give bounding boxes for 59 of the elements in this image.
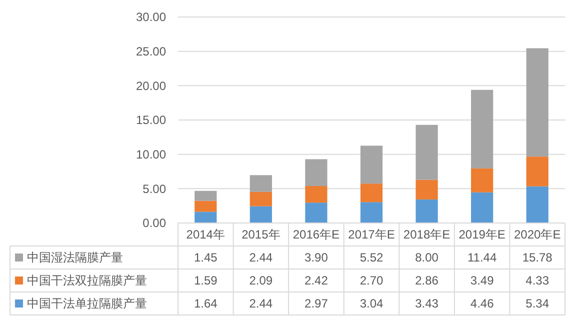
bar	[526, 186, 548, 223]
legend-label: 中国干法单拉隔膜产量	[27, 296, 147, 311]
bar	[471, 192, 494, 223]
x-tick-label: 2014年	[186, 228, 225, 242]
y-tick-label: 10.00	[136, 148, 166, 162]
x-tick-label: 2016年E	[292, 228, 340, 242]
data-label: 2.70	[360, 274, 384, 288]
data-label: 3.43	[415, 296, 439, 311]
bar	[360, 146, 383, 184]
x-tick-label: 2020年E	[514, 228, 561, 242]
legend-label: 中国干法双拉隔膜产量	[27, 274, 147, 288]
bar	[471, 90, 494, 168]
data-label: 5.52	[360, 250, 384, 265]
data-label: 8.00	[415, 250, 439, 265]
data-label: 1.64	[194, 296, 218, 311]
data-label: 4.46	[470, 296, 494, 311]
data-label: 2.86	[415, 274, 439, 288]
bar	[194, 190, 217, 201]
x-tick-label: 2019年E	[458, 228, 506, 242]
data-label: 2.44	[249, 250, 273, 265]
data-label: 2.09	[249, 274, 273, 288]
bar	[471, 168, 494, 192]
data-label: 2.42	[304, 274, 328, 288]
data-label: 3.04	[360, 296, 384, 311]
data-label: 3.90	[304, 250, 328, 265]
data-label: 1.59	[194, 274, 218, 288]
x-tick-label: 2017年E	[348, 228, 395, 242]
x-tick-label: 2015年	[242, 228, 280, 242]
y-tick-label: 25.00	[136, 44, 166, 59]
y-tick-label: 15.00	[136, 113, 166, 128]
bar	[305, 159, 328, 186]
bar	[416, 199, 438, 223]
data-label: 2.44	[249, 296, 273, 311]
x-tick-label: 2018年E	[403, 228, 450, 242]
bar	[305, 186, 328, 203]
bar	[305, 202, 328, 223]
bar	[194, 212, 217, 223]
bar	[526, 48, 548, 157]
legend-label: 中国湿法隔膜产量	[27, 250, 123, 265]
y-tick-label: 0.00	[142, 216, 166, 230]
y-tick-label: 20.00	[136, 78, 166, 93]
y-tick-label: 5.00	[142, 182, 166, 196]
y-tick-label: 30.00	[136, 10, 166, 24]
data-label: 1.45	[194, 250, 218, 265]
bar	[250, 206, 272, 223]
bar	[360, 184, 383, 202]
data-label: 11.44	[468, 250, 497, 265]
data-label: 5.34	[526, 296, 550, 311]
data-label: 4.33	[526, 274, 550, 288]
bar	[194, 200, 217, 212]
data-label: 2.97	[304, 296, 328, 311]
data-label: 15.78	[522, 250, 553, 265]
bar	[416, 124, 438, 180]
bar	[250, 175, 272, 192]
data-label: 3.49	[470, 274, 494, 288]
bar	[360, 202, 383, 223]
bar	[416, 180, 438, 200]
bar	[526, 156, 548, 186]
bar	[250, 192, 272, 206]
